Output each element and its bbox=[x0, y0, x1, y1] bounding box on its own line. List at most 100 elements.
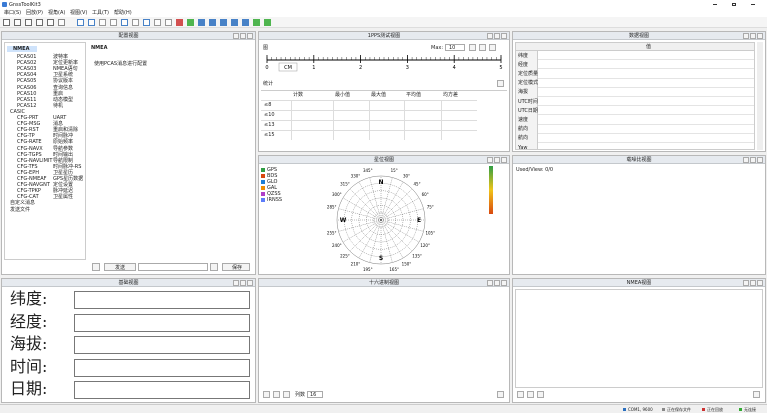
tool-button[interactable] bbox=[479, 44, 486, 51]
panel-button[interactable] bbox=[743, 280, 749, 286]
tree-node-desc[interactable]: 卫星系统 bbox=[53, 72, 74, 79]
tree-node-desc[interactable]: 导航限制 bbox=[53, 157, 74, 164]
tree-node-desc[interactable]: 脉冲延迟 bbox=[53, 188, 74, 195]
toolbar-button[interactable] bbox=[25, 19, 32, 26]
toolbar-button[interactable] bbox=[264, 19, 271, 26]
tool-button[interactable] bbox=[753, 391, 760, 398]
toolbar-button[interactable] bbox=[165, 19, 172, 26]
tree-node-desc[interactable]: NMEA语句 bbox=[53, 66, 78, 73]
tree-node-cmd[interactable]: CFG-EPH bbox=[17, 169, 39, 176]
tool-button[interactable] bbox=[527, 391, 534, 398]
panel-button[interactable] bbox=[240, 33, 246, 39]
panel-button[interactable] bbox=[757, 280, 763, 286]
toolbar-button[interactable] bbox=[14, 19, 21, 26]
columns-select[interactable]: 16 bbox=[307, 391, 323, 398]
toolbar-button[interactable] bbox=[3, 19, 10, 26]
tree-node-desc[interactable]: 时间脉冲-RS bbox=[53, 163, 82, 170]
tree-node-cmd[interactable]: CFG-PRT bbox=[17, 115, 39, 121]
panel-button[interactable] bbox=[233, 33, 239, 39]
toolbar-button[interactable] bbox=[154, 19, 161, 26]
icon-button[interactable] bbox=[210, 263, 218, 271]
panel-button[interactable] bbox=[494, 33, 500, 39]
panel-button[interactable] bbox=[494, 280, 500, 286]
tree-node-cmd[interactable]: PCAS02 bbox=[17, 60, 37, 67]
panel-button[interactable] bbox=[240, 280, 246, 286]
panel-button[interactable] bbox=[750, 280, 756, 286]
tree-node-desc[interactable]: 卫星属性 bbox=[53, 194, 74, 201]
tool-button[interactable] bbox=[517, 391, 524, 398]
toolbar-button[interactable] bbox=[58, 19, 65, 26]
tree-node-desc[interactable]: 重启和清除 bbox=[53, 127, 79, 134]
toolbar-button[interactable] bbox=[121, 19, 128, 26]
tree-node-desc[interactable]: UART bbox=[53, 115, 67, 121]
tree-node[interactable]: 自定义消息 bbox=[10, 200, 36, 207]
panel-button[interactable] bbox=[487, 280, 493, 286]
toolbar-button[interactable] bbox=[47, 19, 54, 26]
tree-node-cmd[interactable]: CFG-TPKP bbox=[17, 188, 41, 195]
tree-node-desc[interactable]: 重启 bbox=[53, 90, 64, 97]
toolbar-button[interactable] bbox=[187, 19, 194, 26]
search-icon[interactable] bbox=[92, 263, 100, 271]
tree-node[interactable]: NMEA bbox=[13, 46, 30, 52]
tree-node-cmd[interactable]: CFG-NAVLIMIT bbox=[17, 157, 53, 164]
tree-node-desc[interactable]: GPS星历数据 bbox=[53, 176, 84, 182]
tool-button[interactable] bbox=[263, 391, 270, 398]
menu-item[interactable]: 帮助(H) bbox=[114, 9, 132, 16]
tree-node-cmd[interactable]: PCAS03 bbox=[17, 66, 37, 73]
toolbar-button[interactable] bbox=[253, 19, 260, 26]
menu-item[interactable]: 回放(P) bbox=[26, 9, 43, 16]
tree-node[interactable]: 发送文件 bbox=[10, 206, 31, 213]
tool-button[interactable] bbox=[469, 44, 476, 51]
tool-button[interactable] bbox=[497, 80, 504, 87]
input[interactable] bbox=[138, 263, 208, 271]
menu-item[interactable]: 视图(V) bbox=[70, 9, 88, 16]
panel-button[interactable] bbox=[494, 157, 500, 163]
panel-button[interactable] bbox=[743, 33, 749, 39]
tree-node-cmd[interactable]: PCAS11 bbox=[17, 96, 37, 103]
tree-node-cmd[interactable]: PCAS01 bbox=[17, 54, 37, 60]
tree-node-desc[interactable]: 时间脉冲 bbox=[53, 133, 74, 140]
window-button[interactable] bbox=[729, 1, 739, 8]
max-select[interactable]: 10 bbox=[445, 44, 465, 51]
toolbar-button[interactable] bbox=[132, 19, 139, 26]
panel-button[interactable] bbox=[247, 280, 253, 286]
tree-node-cmd[interactable]: CFG-RATE bbox=[17, 139, 42, 146]
panel-button[interactable] bbox=[487, 157, 493, 163]
panel-button[interactable] bbox=[743, 157, 749, 163]
tree-node-cmd[interactable]: CFG-MSG bbox=[17, 121, 41, 128]
tool-button[interactable] bbox=[273, 391, 280, 398]
tool-button[interactable] bbox=[489, 44, 496, 51]
menu-item[interactable]: 视角(A) bbox=[48, 9, 66, 16]
tree-node-cmd[interactable]: CFG-RST bbox=[17, 127, 39, 134]
panel-button[interactable] bbox=[750, 157, 756, 163]
panel-button[interactable] bbox=[501, 157, 507, 163]
tree-node-desc[interactable]: 待机 bbox=[53, 102, 64, 109]
tree-node-desc[interactable]: 定位更新率 bbox=[53, 60, 79, 67]
save-button[interactable]: 保存 bbox=[222, 263, 250, 271]
tree-node-cmd[interactable]: CFG-NAVX bbox=[17, 145, 43, 152]
tree-node[interactable]: CASIC bbox=[10, 108, 26, 115]
tree-node-desc[interactable]: 波特率 bbox=[53, 54, 69, 60]
tree-node-desc[interactable]: 原始频率 bbox=[53, 139, 74, 146]
panel-button[interactable] bbox=[757, 157, 763, 163]
panel-button[interactable] bbox=[487, 33, 493, 39]
toolbar-button[interactable] bbox=[88, 19, 95, 26]
tree-node-desc[interactable]: 动态模型 bbox=[53, 96, 74, 103]
tree-node-cmd[interactable]: PCAS12 bbox=[17, 102, 37, 109]
window-button[interactable] bbox=[710, 1, 720, 8]
tree-node-desc[interactable]: 时间输出 bbox=[53, 151, 74, 158]
toolbar-button[interactable] bbox=[242, 19, 249, 26]
menu-item[interactable]: 串口(S) bbox=[4, 9, 22, 16]
tree-node-desc[interactable]: 消息 bbox=[53, 121, 64, 128]
tree-node-desc[interactable]: 定位设置 bbox=[53, 182, 74, 189]
toolbar-button[interactable] bbox=[231, 19, 238, 26]
tree-node-desc[interactable]: 协议版本 bbox=[53, 78, 74, 85]
toolbar-button[interactable] bbox=[143, 19, 150, 26]
toolbar-button[interactable] bbox=[110, 19, 117, 26]
panel-button[interactable] bbox=[247, 33, 253, 39]
toolbar-button[interactable] bbox=[209, 19, 216, 26]
tree-node-cmd[interactable]: CFG-TFS bbox=[17, 163, 38, 170]
toolbar-button[interactable] bbox=[176, 19, 183, 26]
toolbar-button[interactable] bbox=[198, 19, 205, 26]
toolbar-button[interactable] bbox=[99, 19, 106, 26]
